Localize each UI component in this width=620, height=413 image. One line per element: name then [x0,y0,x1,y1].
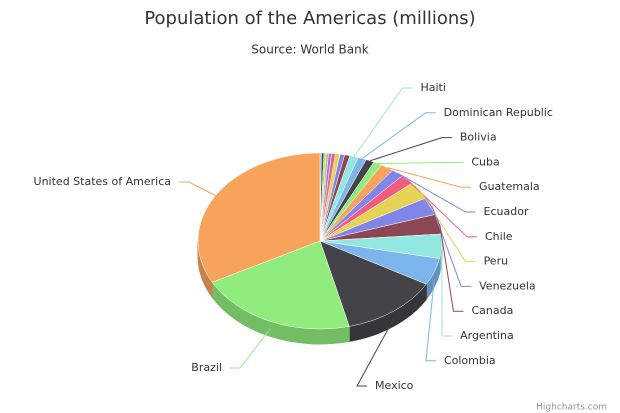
connector [397,172,476,213]
slice-label: Argentina [460,329,514,342]
credits[interactable]: Highcharts.com [536,403,607,413]
chart-title: Population of the Americas (millions) [144,8,475,29]
slice-tops [197,152,443,330]
connector [353,87,413,157]
chart-subtitle: Source: World Bank [251,43,368,57]
slice-label: Bolivia [460,131,497,144]
slice-label: Cuba [471,155,499,168]
connector [406,179,477,238]
slice [319,240,427,327]
slice-label: Haiti [420,81,445,94]
connector [179,181,216,197]
slice-label: Brazil [191,361,222,374]
slice-label: Peru [484,255,509,268]
slice-label: Venezuela [479,279,535,292]
slice-label: United States of America [34,175,171,188]
slice-label: Chile [485,230,513,243]
slice-label: Mexico [375,379,414,392]
connector [230,328,271,369]
connector [377,161,464,165]
slice-label: Guatemala [479,180,540,193]
connector [441,253,453,337]
connector [356,318,395,387]
slice [197,152,321,283]
slice-label: Dominican Republic [444,106,553,119]
connector [370,137,452,162]
slice-label: Colombia [444,354,496,367]
connector [425,279,436,362]
slice-label: Canada [472,304,514,317]
slice [211,240,350,330]
connector [431,205,472,287]
connector [361,112,436,159]
connector [387,167,472,188]
connector [439,223,464,312]
slice-label: Ecuador [484,205,529,218]
